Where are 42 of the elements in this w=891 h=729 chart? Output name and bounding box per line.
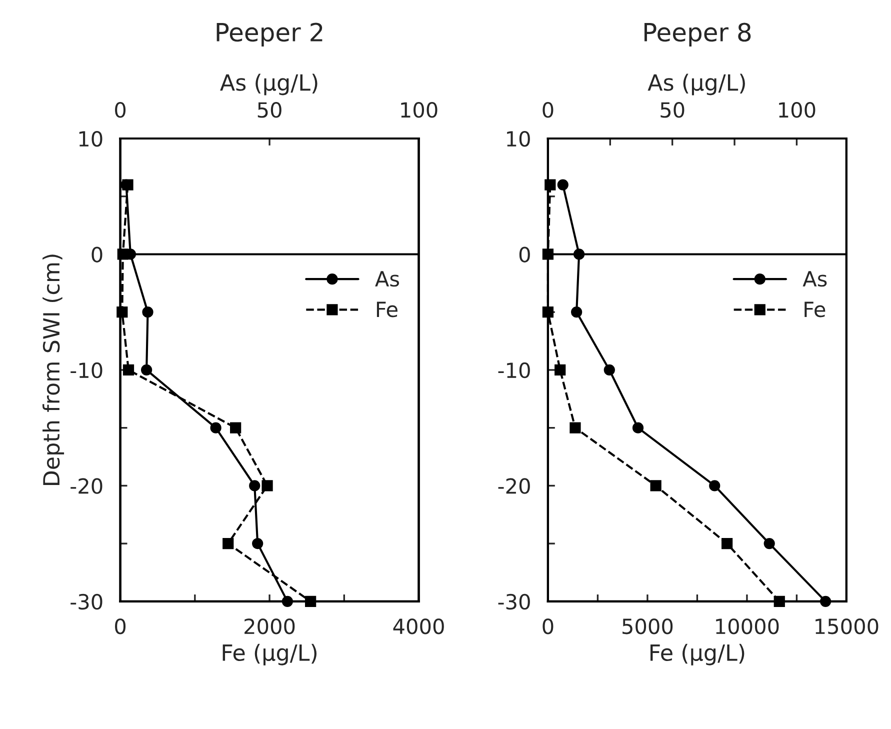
- x2-tick-label: 50: [258, 102, 282, 118]
- y-tick-label: -30: [498, 594, 530, 610]
- x-tick-label: 4000: [393, 618, 444, 634]
- chart-title: Peeper 2: [216, 22, 322, 46]
- x-axis-title: Fe (µg/L): [222, 644, 316, 666]
- y-tick-label: 0: [92, 246, 102, 262]
- x2-tick-label: 100: [779, 102, 816, 118]
- x-axis-title: Fe (µg/L): [650, 644, 744, 666]
- x2-tick-label: 50: [660, 102, 684, 118]
- legend-label: Fe: [804, 302, 826, 318]
- x-tick-label: 5000: [622, 618, 673, 634]
- y-tick-label: 0: [519, 246, 530, 262]
- point: [222, 538, 234, 550]
- chart-title: Peeper 8: [644, 22, 751, 46]
- point: [262, 480, 273, 492]
- legend-label: Fe: [376, 302, 398, 318]
- y-tick-label: 10: [79, 130, 102, 147]
- y-axis-title: Depth from SWI (cm): [42, 254, 64, 485]
- x-tick-label: 0: [115, 618, 126, 634]
- point: [570, 422, 581, 434]
- y-tick-label: -10: [498, 362, 530, 378]
- point: [650, 480, 662, 492]
- x2-axis-title: As (µg/L): [648, 74, 745, 96]
- y-tick-label: -20: [70, 478, 102, 494]
- x2-axis-title: As (µg/L): [220, 74, 318, 96]
- x2-tick-label: 0: [542, 102, 554, 118]
- point: [722, 538, 733, 550]
- point: [122, 364, 134, 376]
- y-tick-label: -20: [498, 478, 530, 494]
- y-tick-label: -30: [70, 594, 102, 610]
- legend-label: As: [802, 271, 827, 287]
- x2-tick-label: 0: [115, 102, 126, 118]
- point: [230, 422, 242, 434]
- point: [554, 364, 566, 376]
- x-tick-label: 15000: [816, 618, 878, 634]
- legend-label: As: [375, 271, 400, 287]
- y-tick-label: -10: [70, 362, 102, 378]
- x-tick-label: 10000: [716, 618, 779, 634]
- x2-tick-label: 100: [401, 102, 438, 118]
- x-tick-label: 0: [542, 618, 554, 634]
- x-tick-label: 2000: [244, 618, 295, 634]
- y-tick-label: 10: [507, 130, 530, 147]
